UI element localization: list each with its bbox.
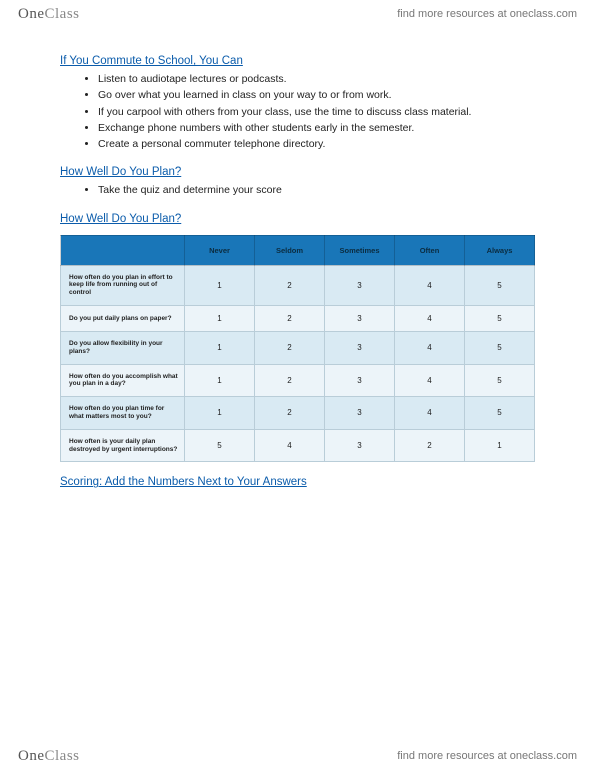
brand-part1: One <box>18 6 45 22</box>
table-row: How often do you plan time for what matt… <box>61 397 535 430</box>
bottom-bar: OneClass find more resources at oneclass… <box>0 742 595 770</box>
brand-logo-bottom: OneClass <box>18 748 80 765</box>
list-item: Exchange phone numbers with other studen… <box>98 120 550 136</box>
quiz-score-cell[interactable]: 2 <box>255 265 325 305</box>
quiz-header-row: NeverSeldomSometimesOftenAlways <box>61 235 535 265</box>
section-scoring: Scoring: Add the Numbers Next to Your An… <box>60 476 550 488</box>
list-item: Go over what you learned in class on you… <box>98 87 550 103</box>
section-plan-quiz-intro: How Well Do You Plan? Take the quiz and … <box>60 166 550 198</box>
table-row: How often is your daily plan destroyed b… <box>61 429 535 462</box>
quiz-col-scale: Sometimes <box>325 235 395 265</box>
quiz-question-cell: How often do you plan time for what matt… <box>61 397 185 430</box>
quiz-score-cell[interactable]: 1 <box>185 397 255 430</box>
brand-part1: One <box>18 748 45 764</box>
quiz-score-cell[interactable]: 1 <box>185 265 255 305</box>
quiz-score-cell[interactable]: 5 <box>465 305 535 331</box>
quiz-score-cell[interactable]: 1 <box>185 331 255 364</box>
brand-part2: Class <box>45 6 80 22</box>
table-row: How often do you plan in effort to keep … <box>61 265 535 305</box>
table-row: How often do you accomplish what you pla… <box>61 364 535 397</box>
quiz-table-wrap: NeverSeldomSometimesOftenAlways How ofte… <box>60 235 534 463</box>
quiz-col-scale: Seldom <box>255 235 325 265</box>
quiz-score-cell[interactable]: 5 <box>185 429 255 462</box>
quiz-score-cell[interactable]: 4 <box>395 364 465 397</box>
list-item: Create a personal commuter telephone dir… <box>98 136 550 152</box>
quiz-score-cell[interactable]: 5 <box>465 397 535 430</box>
quiz-score-cell[interactable]: 5 <box>465 265 535 305</box>
quiz-score-cell[interactable]: 1 <box>465 429 535 462</box>
quiz-score-cell[interactable]: 3 <box>325 331 395 364</box>
bottom-resources-link[interactable]: find more resources at oneclass.com <box>397 750 577 762</box>
quiz-score-cell[interactable]: 3 <box>325 397 395 430</box>
quiz-question-cell: How often is your daily plan destroyed b… <box>61 429 185 462</box>
quiz-score-cell[interactable]: 3 <box>325 305 395 331</box>
heading-plan-1[interactable]: How Well Do You Plan? <box>60 166 550 178</box>
quiz-question-cell: How often do you accomplish what you pla… <box>61 364 185 397</box>
quiz-score-cell[interactable]: 2 <box>255 397 325 430</box>
quiz-body: How often do you plan in effort to keep … <box>61 265 535 462</box>
quiz-score-cell[interactable]: 3 <box>325 429 395 462</box>
quiz-score-cell[interactable]: 1 <box>185 305 255 331</box>
quiz-question-cell: Do you allow flexibility in your plans? <box>61 331 185 364</box>
list-item: Take the quiz and determine your score <box>98 182 550 198</box>
table-row: Do you put daily plans on paper?12345 <box>61 305 535 331</box>
quiz-score-cell[interactable]: 5 <box>465 331 535 364</box>
quiz-score-cell[interactable]: 3 <box>325 265 395 305</box>
heading-scoring[interactable]: Scoring: Add the Numbers Next to Your An… <box>60 476 550 488</box>
quiz-score-cell[interactable]: 2 <box>395 429 465 462</box>
brand-logo: OneClass <box>18 6 80 23</box>
quiz-score-cell[interactable]: 5 <box>465 364 535 397</box>
list-item: Listen to audiotape lectures or podcasts… <box>98 71 550 87</box>
table-row: Do you allow flexibility in your plans?1… <box>61 331 535 364</box>
heading-commute[interactable]: If You Commute to School, You Can <box>60 55 550 67</box>
section-commute: If You Commute to School, You Can Listen… <box>60 55 550 152</box>
quiz-question-cell: How often do you plan in effort to keep … <box>61 265 185 305</box>
quiz-score-cell[interactable]: 3 <box>325 364 395 397</box>
quiz-score-cell[interactable]: 4 <box>395 331 465 364</box>
quiz-score-cell[interactable]: 2 <box>255 331 325 364</box>
quiz-col-scale: Never <box>185 235 255 265</box>
quiz-col-question <box>61 235 185 265</box>
quiz-score-cell[interactable]: 2 <box>255 364 325 397</box>
section-plan-heading-2: How Well Do You Plan? <box>60 213 550 225</box>
quiz-question-cell: Do you put daily plans on paper? <box>61 305 185 331</box>
quiz-col-scale: Often <box>395 235 465 265</box>
top-bar: OneClass find more resources at oneclass… <box>0 0 595 28</box>
quiz-score-cell[interactable]: 4 <box>395 305 465 331</box>
commute-list: Listen to audiotape lectures or podcasts… <box>98 71 550 152</box>
quiz-score-cell[interactable]: 4 <box>395 397 465 430</box>
quiz-table: NeverSeldomSometimesOftenAlways How ofte… <box>60 235 535 463</box>
quiz-col-scale: Always <box>465 235 535 265</box>
heading-plan-2[interactable]: How Well Do You Plan? <box>60 213 550 225</box>
brand-part2: Class <box>45 748 80 764</box>
quiz-score-cell[interactable]: 4 <box>395 265 465 305</box>
page-content: If You Commute to School, You Can Listen… <box>60 55 550 498</box>
top-resources-link[interactable]: find more resources at oneclass.com <box>397 8 577 20</box>
quiz-header: NeverSeldomSometimesOftenAlways <box>61 235 535 265</box>
plan-list: Take the quiz and determine your score <box>98 182 550 198</box>
list-item: If you carpool with others from your cla… <box>98 104 550 120</box>
quiz-score-cell[interactable]: 1 <box>185 364 255 397</box>
quiz-score-cell[interactable]: 2 <box>255 305 325 331</box>
quiz-score-cell[interactable]: 4 <box>255 429 325 462</box>
